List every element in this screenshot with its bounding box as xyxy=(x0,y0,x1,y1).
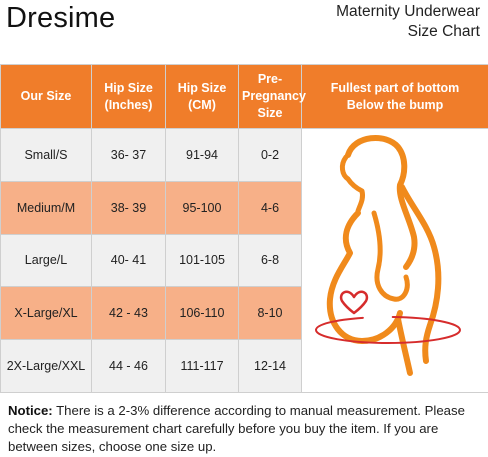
cell-hip-inches: 44 - 46 xyxy=(91,339,166,393)
arm-outline xyxy=(371,210,410,302)
header-fullest-part: Fullest part of bottom Below the bump xyxy=(301,64,488,129)
table-row: Medium/M 38- 39 95-100 4-6 xyxy=(0,180,488,235)
cell-hip-inches: 42 - 43 xyxy=(91,286,166,341)
brand-logo: Dresime xyxy=(6,2,116,34)
cell-pre-pregnancy: 0-2 xyxy=(238,128,302,182)
notice-text: There is a 2-3% difference according to … xyxy=(8,403,465,454)
cell-hip-inches: 36- 37 xyxy=(91,128,166,182)
table-row: Large/L 40- 41 101-105 6-8 xyxy=(0,233,488,288)
table-header-row: Our Size Hip Size (Inches) Hip Size (CM) P… xyxy=(0,64,488,129)
cell-size: Small/S xyxy=(0,128,92,182)
cell-hip-cm: 91-94 xyxy=(165,128,239,182)
title-line-2: Size Chart xyxy=(407,23,480,40)
cell-pre-pregnancy: 4-6 xyxy=(238,180,302,235)
header-our-size: Our Size xyxy=(0,64,92,129)
title-line-1: Maternity Underwear xyxy=(336,3,480,20)
cell-hip-inches: 38- 39 xyxy=(91,180,166,235)
face-outline xyxy=(339,154,365,214)
table-row: X-Large/XL 42 - 43 106-110 8-10 xyxy=(0,286,488,341)
cell-hip-inches: 40- 41 xyxy=(91,233,166,288)
hip-measurement-ring xyxy=(315,316,461,344)
header-hip-inches: Hip Size (Inches) xyxy=(91,64,166,129)
cell-hip-cm: 106-110 xyxy=(165,286,239,341)
cell-size: Large/L xyxy=(0,233,92,288)
cell-hip-cm: 95-100 xyxy=(165,180,239,235)
cell-pre-pregnancy: 12-14 xyxy=(238,339,302,393)
size-chart-table: Our Size Hip Size (Inches) Hip Size (CM) P… xyxy=(0,64,488,393)
pregnant-silhouette-illustration xyxy=(315,134,461,376)
cell-size: Medium/M xyxy=(0,180,92,235)
table-row: 2X-Large/XXL 44 - 46 111-117 12-14 xyxy=(0,339,488,393)
table-row: Small/S 36- 37 91-94 0-2 xyxy=(0,128,488,393)
heart-icon xyxy=(339,290,369,315)
belly-outline xyxy=(326,210,403,344)
cell-hip-cm: 101-105 xyxy=(165,233,239,288)
notice-label: Notice: xyxy=(8,403,53,418)
cell-size: 2X-Large/XXL xyxy=(0,339,92,393)
header-hip-cm: Hip Size (CM) xyxy=(165,64,239,129)
cell-pre-pregnancy: 6-8 xyxy=(238,233,302,288)
header-pre-pregnancy: Pre- Pregnancy Size xyxy=(238,64,306,129)
cell-pre-pregnancy: 8-10 xyxy=(238,286,302,341)
notice-paragraph: Notice: There is a 2-3% difference accor… xyxy=(8,402,484,456)
cell-hip-cm: 111-117 xyxy=(165,339,239,393)
leg-outline xyxy=(395,316,413,376)
cell-size: X-Large/XL xyxy=(0,286,92,341)
measurement-illustration-cell xyxy=(301,128,488,393)
page-title: Maternity Underwear Size Chart xyxy=(336,2,480,42)
